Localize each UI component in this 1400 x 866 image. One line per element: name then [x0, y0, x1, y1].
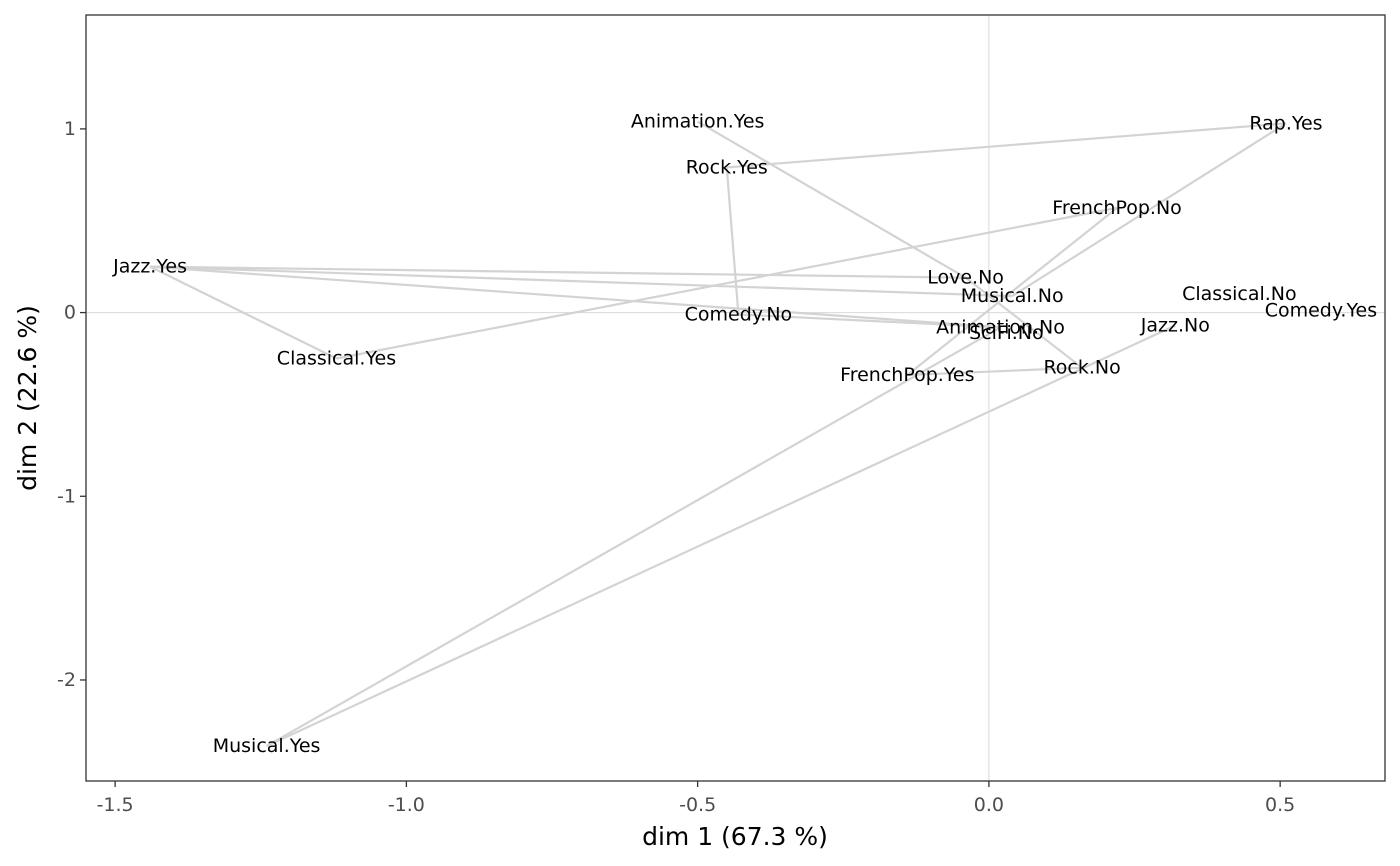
- segment: [738, 313, 1001, 329]
- x-axis-title: dim 1 (67.3 %): [642, 822, 828, 851]
- connecting-segments: [149, 120, 1287, 748]
- reference-lines: [86, 15, 1385, 781]
- x-tick-label: 0.5: [1265, 794, 1295, 816]
- segment: [266, 326, 1002, 748]
- point-label: Classical.Yes: [277, 348, 396, 370]
- x-tick-label: 0.0: [974, 794, 1004, 816]
- y-tick-label: 0: [64, 302, 76, 324]
- point-label: Love.No: [927, 267, 1004, 289]
- segment: [964, 276, 1083, 369]
- segment: [149, 265, 337, 360]
- point-label: SciFi.No: [969, 322, 1044, 344]
- x-tick-label: -1.0: [388, 794, 425, 816]
- point-label: Animation.No: [936, 316, 1065, 338]
- y-tick-label: 1: [64, 118, 76, 140]
- point-label: Comedy.No: [685, 303, 793, 325]
- y-axis: -2 -1 0 1: [57, 118, 86, 691]
- point-label: Rock.Yes: [686, 156, 768, 178]
- point-label: Comedy.Yes: [1265, 300, 1377, 322]
- segment: [266, 324, 1176, 748]
- segment: [336, 206, 1118, 360]
- segment: [906, 207, 1118, 376]
- point-label: FrenchPop.No: [1052, 197, 1182, 219]
- x-axis: -1.5 -1.0 -0.5 0.0 0.5: [97, 781, 1295, 816]
- point-label: Musical.Yes: [213, 735, 321, 757]
- point-label: Rock.No: [1043, 357, 1120, 379]
- segment: [1011, 122, 1287, 297]
- point-label: Animation.Yes: [631, 111, 765, 133]
- point-label: Jazz.No: [1140, 314, 1210, 336]
- segment: [149, 265, 1001, 329]
- point-labels: Animation.Yes Rock.Yes Rap.Yes FrenchPop.No…: [112, 111, 1377, 758]
- x-tick-label: -0.5: [679, 794, 716, 816]
- panel-border: [85, 14, 1386, 782]
- point-label: Rap.Yes: [1249, 112, 1322, 134]
- segment: [725, 167, 740, 315]
- x-tick-label: -1.5: [97, 794, 134, 816]
- y-tick-label: -1: [57, 485, 76, 507]
- point-label: Jazz.Yes: [112, 256, 187, 278]
- segment: [150, 265, 966, 279]
- segment: [726, 122, 1287, 169]
- segment: [697, 120, 967, 279]
- segment: [907, 366, 1083, 377]
- y-tick-label: -2: [57, 669, 76, 691]
- point-label: Musical.No: [961, 285, 1064, 307]
- point-label: Classical.No: [1182, 283, 1297, 305]
- point-label: FrenchPop.Yes: [840, 364, 974, 386]
- segment: [150, 265, 1013, 298]
- y-axis-title: dim 2 (22.6 %): [13, 305, 42, 491]
